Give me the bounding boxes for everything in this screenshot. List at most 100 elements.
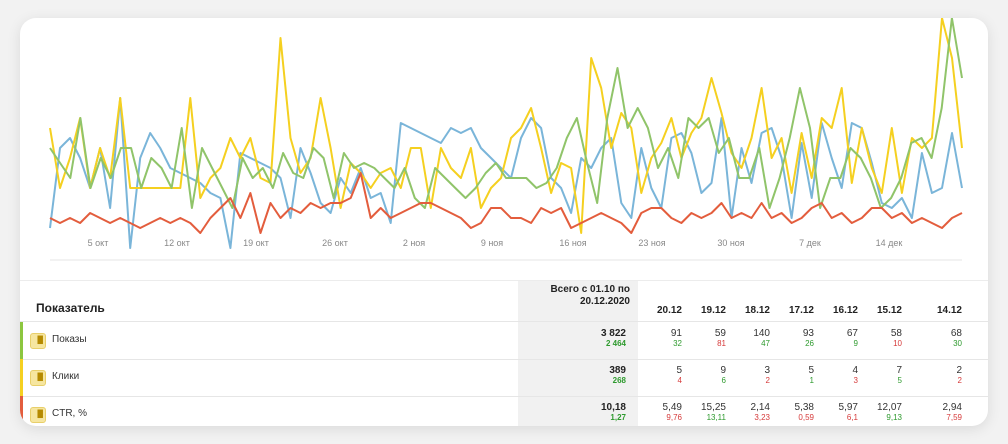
row-color-indicator (20, 322, 23, 359)
date-header[interactable]: 14.12 (936, 305, 962, 316)
total-column-background (518, 281, 638, 426)
cell-subvalue: 5 (897, 376, 902, 385)
cell-value: 2 (956, 365, 962, 376)
table-header-row: Показатель Всего с 01.10 по 20.12.2020 2… (20, 281, 988, 322)
table-row[interactable]: ▐█ CTR, % 10,18 1,27 5,49 9,76 15,25 13,11 2,14 3… (20, 396, 988, 426)
table-row[interactable]: ▐█ Клики 389 268 5 4 9 6 3 2 5 1 4 3 7 5 2 2 (20, 359, 988, 397)
cell-value: 5,97 (838, 402, 858, 413)
date-header[interactable]: 20.12 (656, 305, 682, 316)
date-header[interactable]: 18.12 (744, 305, 770, 316)
table-cell: 15,25 13,11 (686, 402, 726, 423)
x-tick-label: 12 окт (164, 238, 190, 248)
cell-subvalue: 9 (853, 339, 858, 348)
x-tick-label: 19 окт (243, 238, 269, 248)
metric-column-header: Показатель (36, 301, 105, 315)
cell-subvalue: 2 (957, 376, 962, 385)
cell-subvalue: 3,23 (754, 413, 770, 422)
bar-chart-icon[interactable]: ▐█ (30, 370, 46, 386)
cell-subvalue: 26 (805, 339, 814, 348)
bar-chart-icon[interactable]: ▐█ (30, 407, 46, 423)
table-cell: 2,14 3,23 (730, 402, 770, 423)
cell-value: 59 (714, 328, 726, 339)
cell-value: 58 (890, 328, 902, 339)
cell-subvalue: 1 (809, 376, 814, 385)
total-subvalue: 1,27 (610, 413, 626, 422)
table-cell: 91 32 (642, 328, 682, 349)
table-cell: 93 26 (774, 328, 814, 349)
total-value: 10,18 (600, 402, 626, 413)
cell-value: 140 (753, 328, 770, 339)
date-header[interactable]: 16.12 (832, 305, 858, 316)
cell-subvalue: 47 (761, 339, 770, 348)
cell-value: 5 (808, 365, 814, 376)
x-tick-label: 7 дек (799, 238, 821, 248)
table-cell: 58 10 (862, 328, 902, 349)
x-tick-label: 23 ноя (638, 238, 665, 248)
metric-label: CTR, % (52, 408, 87, 419)
cell-subvalue: 6,1 (846, 413, 858, 422)
table-cell: 12,07 9,13 (862, 402, 902, 423)
series-line (49, 18, 963, 234)
statistics-card: 5 окт 12 окт 19 окт 26 окт 2 ноя 9 ноя 16 ноя 2… (20, 18, 988, 426)
table-cell: 5,49 9,76 (642, 402, 682, 423)
cell-value: 9 (720, 365, 726, 376)
cell-value: 5,38 (794, 402, 814, 413)
cell-value: 3 (764, 365, 770, 376)
total-subvalue: 2 464 (605, 339, 626, 348)
stats-table: Показатель Всего с 01.10 по 20.12.2020 2… (20, 280, 988, 426)
cell-value: 4 (852, 365, 858, 376)
series-layer (49, 18, 963, 249)
bar-chart-icon[interactable]: ▐█ (30, 333, 46, 349)
table-cell: 5,38 0,59 (774, 402, 814, 423)
x-tick-label: 5 окт (88, 238, 109, 248)
cell-subvalue: 10 (893, 339, 902, 348)
cell-subvalue: 2 (765, 376, 770, 385)
series-line (49, 97, 963, 249)
total-subvalue: 268 (612, 376, 626, 385)
cell-subvalue: 32 (673, 339, 682, 348)
cell-value: 12,07 (876, 402, 902, 413)
total-value: 3 822 (600, 328, 626, 339)
metric-label: Показы (52, 334, 87, 345)
table-cell: 59 81 (686, 328, 726, 349)
metric-label: Клики (52, 371, 80, 382)
cell-value: 5,49 (662, 402, 682, 413)
cell-value: 2,14 (750, 402, 770, 413)
x-tick-label: 14 дек (876, 238, 903, 248)
cell-value: 68 (950, 328, 962, 339)
table-cell: 5,97 6,1 (818, 402, 858, 423)
row-color-indicator (20, 359, 23, 396)
date-header[interactable]: 17.12 (788, 305, 814, 316)
cell-value: 93 (802, 328, 814, 339)
table-cell: 67 9 (818, 328, 858, 349)
series-line (49, 172, 963, 234)
x-tick-label: 16 ноя (559, 238, 586, 248)
table-cell: 68 30 (922, 328, 962, 349)
cell-subvalue: 3 (853, 376, 858, 385)
cell-subvalue: 0,59 (798, 413, 814, 422)
total-header-line1: Всего с 01.10 по (550, 284, 630, 295)
total-header-line2: 20.12.2020 (579, 296, 630, 307)
cell-value: 15,25 (700, 402, 726, 413)
cell-value: 5 (676, 365, 682, 376)
cell-subvalue: 81 (717, 339, 726, 348)
date-header[interactable]: 15.12 (876, 305, 902, 316)
table-row[interactable]: ▐█ Показы 3 822 2 464 91 32 59 81 140 47 93 26 67 9 58… (20, 322, 988, 360)
series-line (49, 18, 963, 209)
table-cell: 2,94 7,59 (922, 402, 962, 423)
cell-value: 2,94 (942, 402, 962, 413)
cell-value: 67 (846, 328, 858, 339)
total-column-header: Всего с 01.10 по 20.12.2020 (518, 284, 630, 308)
cell-subvalue: 6 (721, 376, 726, 385)
date-header[interactable]: 19.12 (700, 305, 726, 316)
x-tick-label: 9 ноя (481, 238, 503, 248)
cell-subvalue: 30 (953, 339, 962, 348)
cell-subvalue: 13,11 (706, 413, 726, 422)
cell-subvalue: 9,76 (666, 413, 682, 422)
line-chart: 5 окт 12 окт 19 окт 26 окт 2 ноя 9 ноя 16 ноя 2… (20, 18, 988, 280)
